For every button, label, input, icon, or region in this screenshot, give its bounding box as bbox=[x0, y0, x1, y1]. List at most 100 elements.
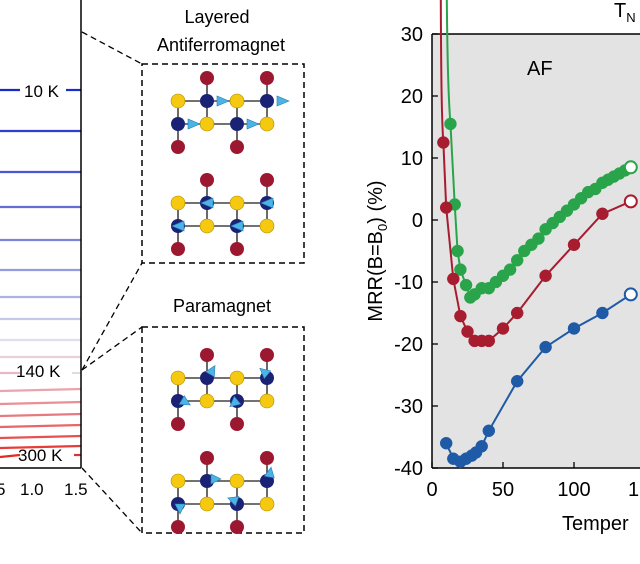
temperature-curve bbox=[0, 453, 21, 459]
data-point bbox=[482, 424, 496, 438]
y-axis-label-sub: 0 bbox=[375, 224, 390, 231]
data-point bbox=[503, 263, 517, 276]
anion-atom bbox=[229, 370, 245, 386]
temperature-curve bbox=[0, 387, 82, 393]
anion-atom bbox=[229, 195, 245, 211]
connector-line bbox=[81, 31, 143, 65]
spin-arrow bbox=[246, 118, 260, 130]
anion-atom bbox=[170, 370, 186, 386]
cation-atom bbox=[200, 451, 214, 465]
data-point bbox=[510, 374, 524, 388]
tn-label: TN bbox=[614, 0, 636, 25]
y-tick-label: -30 bbox=[394, 396, 423, 418]
spin-arrow bbox=[230, 220, 244, 232]
temperature-curve bbox=[0, 423, 82, 429]
y-tick-label: 30 bbox=[401, 24, 423, 46]
anion-atom bbox=[199, 496, 215, 512]
data-point bbox=[496, 322, 510, 335]
spin-arrow bbox=[171, 220, 185, 232]
cation-atom bbox=[260, 348, 274, 362]
afm-title-line2: Antiferromagnet bbox=[157, 35, 285, 55]
temp-label-140k: 140 K bbox=[16, 362, 61, 381]
pm-title: Paramagnet bbox=[173, 296, 271, 316]
temperature-curve bbox=[0, 434, 82, 440]
connector-line bbox=[81, 262, 143, 371]
tn-label-main: T bbox=[614, 0, 626, 22]
cation-atom bbox=[200, 173, 214, 187]
data-point bbox=[454, 263, 467, 276]
cation-atom bbox=[171, 140, 185, 154]
data-point bbox=[439, 201, 453, 214]
cation-atom bbox=[230, 417, 244, 431]
anion-atom bbox=[199, 393, 215, 409]
x-tick-label: 0 bbox=[426, 479, 437, 501]
cation-atom bbox=[230, 242, 244, 256]
spin-arrow bbox=[227, 496, 240, 507]
data-point bbox=[439, 436, 453, 450]
af-shaded-region bbox=[432, 34, 640, 468]
metal-atom bbox=[260, 94, 274, 108]
pm-structure-box bbox=[141, 326, 305, 534]
x-axis-label: Temper bbox=[562, 513, 629, 535]
y-axis-label: MRR(B=B0) (%) bbox=[365, 180, 390, 321]
y-tick-label: -10 bbox=[394, 272, 423, 294]
anion-atom bbox=[199, 218, 215, 234]
data-point bbox=[475, 440, 488, 453]
data-point bbox=[459, 278, 473, 292]
data-point bbox=[437, 136, 450, 149]
data-point bbox=[461, 325, 474, 338]
tn-label-sub: N bbox=[626, 10, 635, 25]
x-tick-label: 100 bbox=[557, 479, 590, 501]
right-chart: -40 -30 -20 -10 0 10 20 30 0 50 100 1 AF TN MRR(B=… bbox=[365, 0, 640, 535]
data-point bbox=[539, 269, 552, 283]
left-x-tick-label: 1.5 bbox=[64, 480, 88, 499]
data-point bbox=[623, 160, 638, 175]
y-tick-label: -40 bbox=[394, 458, 423, 480]
data-point bbox=[454, 309, 467, 323]
cation-atom bbox=[171, 242, 185, 256]
temperature-curve bbox=[0, 400, 82, 406]
data-point bbox=[447, 272, 460, 286]
anion-atom bbox=[259, 218, 275, 234]
anion-atom bbox=[229, 93, 245, 109]
temp-label-300k: 300 K bbox=[18, 446, 63, 465]
metal-atom bbox=[230, 117, 244, 131]
left-panel: 10 K 140 K 300 K 5 1.0 1.5 bbox=[0, 0, 88, 499]
metal-atom bbox=[200, 474, 214, 488]
spin-arrow bbox=[229, 395, 242, 408]
x-tick-label: 50 bbox=[492, 479, 514, 501]
data-point bbox=[532, 232, 545, 245]
spin-arrow bbox=[216, 95, 230, 107]
anion-atom bbox=[259, 116, 275, 132]
spin-arrow bbox=[260, 197, 274, 209]
data-point bbox=[596, 207, 609, 221]
y-tick-label: 20 bbox=[401, 86, 423, 108]
data-point bbox=[623, 194, 638, 209]
series-line bbox=[439, 0, 632, 342]
cation-atom bbox=[230, 520, 244, 534]
spin-arrow bbox=[205, 365, 216, 378]
anion-atom bbox=[229, 473, 245, 489]
anion-atom bbox=[170, 473, 186, 489]
data-point bbox=[451, 244, 464, 258]
y-tick-label: 0 bbox=[412, 210, 423, 232]
x-tick-label: 1 bbox=[628, 479, 639, 501]
data-point bbox=[444, 117, 457, 131]
spin-arrow bbox=[187, 118, 201, 130]
metal-atom bbox=[200, 94, 214, 108]
spin-arrow bbox=[259, 367, 272, 380]
data-point bbox=[623, 287, 638, 302]
anion-atom bbox=[170, 195, 186, 211]
data-point bbox=[539, 340, 552, 354]
data-point bbox=[596, 306, 609, 320]
spin-arrow bbox=[276, 95, 290, 107]
spin-arrow bbox=[174, 503, 186, 515]
af-region-label: AF bbox=[527, 58, 553, 80]
spin-arrow bbox=[263, 466, 275, 479]
middle-panel: Layered Antiferromagnet Paramagnet bbox=[81, 7, 305, 534]
connector-line bbox=[81, 326, 143, 371]
temperature-curve bbox=[0, 444, 82, 450]
temp-label-10k: 10 K bbox=[24, 82, 60, 101]
spin-arrow bbox=[200, 197, 214, 209]
